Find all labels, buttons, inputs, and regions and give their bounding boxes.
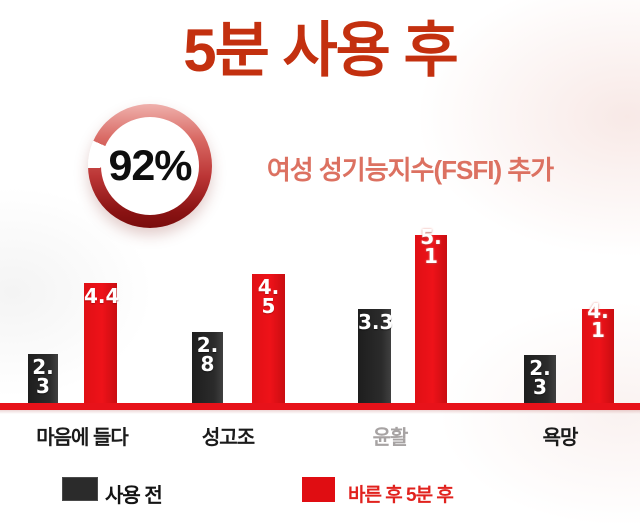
bar-value-label: 5. 1 <box>420 225 442 268</box>
bar-value-label: 2. 3 <box>32 355 54 398</box>
category-label-maeume-deulda: 마음에 들다 <box>36 427 129 449</box>
legend-before-label: 사용 전 <box>105 485 163 507</box>
chart-subtitle: 여성 성기능지수(FSFI) 추가 <box>266 155 554 185</box>
stat-ring-inner: 92% <box>101 117 199 215</box>
bar-value-label: 4.4 <box>84 284 120 308</box>
bar-before-yunhwal: 3.3 <box>358 309 394 403</box>
chart-baseline <box>0 403 640 414</box>
bar-value-label: 3.3 <box>358 310 394 334</box>
bar-before-yokmang: 2. 3 <box>524 355 556 403</box>
bar-value-label: 2. 8 <box>196 333 219 376</box>
category-label-yunhwal: 윤활 <box>372 427 409 449</box>
bar-before-maeume-deulda: 2. 3 <box>28 354 58 403</box>
bar-after-yokmang: 4. 1 <box>582 301 614 403</box>
bar-value-label: 4. 5 <box>257 275 280 318</box>
bar-after-yunhwal: 5. 1 <box>415 227 447 403</box>
bar-value-label: 2. 3 <box>529 356 551 399</box>
stat-ring: 92% <box>88 104 212 228</box>
legend-after-label: 바른 후 5분 후 <box>348 485 454 506</box>
bar-before-seonggojo: 2. 8 <box>192 332 223 403</box>
bar-value-label: 4. 1 <box>587 299 609 342</box>
legend-after-swatch <box>302 477 335 502</box>
bar-after-maeume-deulda: 4.4 <box>84 283 120 403</box>
category-label-seonggojo: 성고조 <box>201 427 255 449</box>
page-title: 5분 사용 후 <box>183 17 459 84</box>
bar-after-seonggojo: 4. 5 <box>252 274 285 403</box>
stat-percent: 92% <box>108 141 192 190</box>
legend-before-swatch <box>62 477 98 501</box>
category-label-yokmang: 욕망 <box>542 427 579 449</box>
